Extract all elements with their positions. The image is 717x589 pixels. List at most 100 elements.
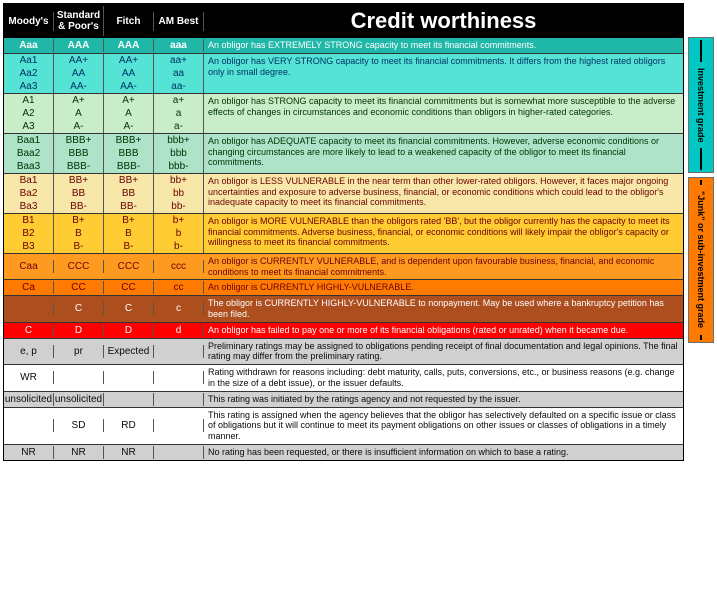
rating-cell: B — [54, 227, 104, 240]
table: Moody's Standard & Poor's Fitch AM Best … — [3, 3, 684, 461]
rating-description: An obligor is LESS VULNERABLE in the nea… — [204, 174, 683, 213]
rating-cell: AA- — [54, 80, 104, 93]
rating-description: An obligor has VERY STRONG capacity to m… — [204, 54, 683, 93]
rating-description: An obligor has EXTREMELY STRONG capacity… — [204, 38, 683, 53]
rating-cell: Caa — [4, 260, 54, 273]
rating-cell: Baa3 — [4, 160, 54, 173]
rating-cell: B- — [104, 240, 154, 253]
rating-cell: A — [104, 107, 154, 120]
rating-cell: A2 — [4, 107, 54, 120]
rating-cell: SD — [54, 419, 104, 432]
rating-cell — [54, 371, 104, 384]
rating-cell: A3 — [4, 120, 54, 133]
rating-cell — [104, 371, 154, 384]
rating-cell — [154, 371, 204, 384]
rating-cell: BBB — [104, 147, 154, 160]
rating-cell: b- — [154, 240, 204, 253]
rating-group: Ba1BB+BB+bb+Ba2BBBBbbBa3BB-BB-bb-An obli… — [4, 174, 683, 214]
root: Moody's Standard & Poor's Fitch AM Best … — [0, 0, 717, 464]
rating-cell: D — [104, 324, 154, 337]
rating-cell: AA+ — [54, 54, 104, 67]
rating-cell: AAA — [54, 39, 104, 52]
rating-cell: a+ — [154, 94, 204, 107]
rating-cell — [154, 446, 204, 459]
rating-cell: a- — [154, 120, 204, 133]
rating-cell: CC — [54, 281, 104, 294]
rating-cell: D — [54, 324, 104, 337]
rating-cell: C — [4, 324, 54, 337]
rating-description: The obligor is CURRENTLY HIGHLY-VULNERAB… — [204, 296, 683, 322]
rating-cell: e, p — [4, 345, 54, 358]
rating-description: Preliminary ratings may be assigned to o… — [204, 339, 683, 365]
page-title: Credit worthiness — [204, 4, 683, 38]
rating-description: An obligor is CURRENTLY VULNERABLE, and … — [204, 254, 683, 280]
rating-cell: Ba3 — [4, 200, 54, 213]
hdr-ambest: AM Best — [154, 12, 204, 31]
rating-cell: b — [154, 227, 204, 240]
rating-cell: aaa — [154, 39, 204, 52]
rating-cell — [154, 393, 204, 406]
rating-cell: unsolicited — [54, 393, 104, 406]
side-label-text: Investment grade — [696, 64, 706, 147]
rating-cell — [104, 393, 154, 406]
rating-group: CCcThe obligor is CURRENTLY HIGHLY-VULNE… — [4, 296, 683, 323]
rating-cell: A1 — [4, 94, 54, 107]
rating-cell: aa — [154, 67, 204, 80]
rating-cell: aa+ — [154, 54, 204, 67]
rating-cell: a — [154, 107, 204, 120]
rating-cell: RD — [104, 419, 154, 432]
rating-cell: unsolicited — [4, 393, 54, 406]
rating-group: AaaAAAAAAaaaAn obligor has EXTREMELY STR… — [4, 38, 683, 54]
rating-cell: A — [54, 107, 104, 120]
rating-cell: Ba2 — [4, 187, 54, 200]
rating-cell: B1 — [4, 214, 54, 227]
rating-cell: BB- — [104, 200, 154, 213]
rating-cell: bbb — [154, 147, 204, 160]
rating-cell: BBB+ — [54, 134, 104, 147]
rating-cell: B3 — [4, 240, 54, 253]
rating-cell — [4, 419, 54, 432]
rating-group: A1A+A+a+A2AAaA3A-A-a-An obligor has STRO… — [4, 94, 683, 134]
rating-cell: b+ — [154, 214, 204, 227]
rating-cell: BBB+ — [104, 134, 154, 147]
rating-description: An obligor is MORE VULNERABLE than the o… — [204, 214, 683, 253]
rating-group: WRRating withdrawn for reasons including… — [4, 365, 683, 392]
rating-description: No rating has been requested, or there i… — [204, 445, 683, 460]
rating-cell: bb+ — [154, 174, 204, 187]
rating-cell: c — [154, 302, 204, 315]
rating-cell: CC — [104, 281, 154, 294]
rating-cell: d — [154, 324, 204, 337]
rating-cell: BBB- — [104, 160, 154, 173]
rating-group: CaCCCCccAn obligor is CURRENTLY HIGHLY-V… — [4, 280, 683, 296]
rating-group: CDDdAn obligor has failed to pay one or … — [4, 323, 683, 339]
rating-cell — [154, 345, 204, 358]
rating-cell: Aa3 — [4, 80, 54, 93]
rating-cell: cc — [154, 281, 204, 294]
rating-group: CaaCCCCCCcccAn obligor is CURRENTLY VULN… — [4, 254, 683, 281]
rating-cell: AA- — [104, 80, 154, 93]
rating-cell: B+ — [54, 214, 104, 227]
rating-cell — [4, 302, 54, 315]
rating-cell: A+ — [104, 94, 154, 107]
rating-cell: BB+ — [104, 174, 154, 187]
rating-cell: Ca — [4, 281, 54, 294]
rating-cell: BBB — [54, 147, 104, 160]
body-rows: AaaAAAAAAaaaAn obligor has EXTREMELY STR… — [4, 38, 683, 460]
rating-cell: BBB- — [54, 160, 104, 173]
rating-cell: Aa1 — [4, 54, 54, 67]
side-label-text: "Junk" or sub-investment grade — [696, 187, 706, 332]
rating-cell: A+ — [54, 94, 104, 107]
rating-description: An obligor is CURRENTLY HIGHLY-VULNERABL… — [204, 280, 683, 295]
rating-group: B1B+B+b+B2BBbB3B-B-b-An obligor is MORE … — [4, 214, 683, 254]
rating-group: NRNRNRNo rating has been requested, or t… — [4, 445, 683, 460]
rating-group: unsolicitedunsolicitedThis rating was in… — [4, 392, 683, 408]
rating-description: An obligor has failed to pay one or more… — [204, 323, 683, 338]
rating-cell: AA+ — [104, 54, 154, 67]
rating-group: Baa1BBB+BBB+bbb+Baa2BBBBBBbbbBaa3BBB-BBB… — [4, 134, 683, 174]
rating-cell: NR — [4, 446, 54, 459]
rating-description: An obligor has STRONG capacity to meet i… — [204, 94, 683, 133]
side-legend: Investment grade "Junk" or sub-investment… — [684, 3, 714, 461]
rating-cell: bb- — [154, 200, 204, 213]
rating-cell: aa- — [154, 80, 204, 93]
rating-cell: bb — [154, 187, 204, 200]
